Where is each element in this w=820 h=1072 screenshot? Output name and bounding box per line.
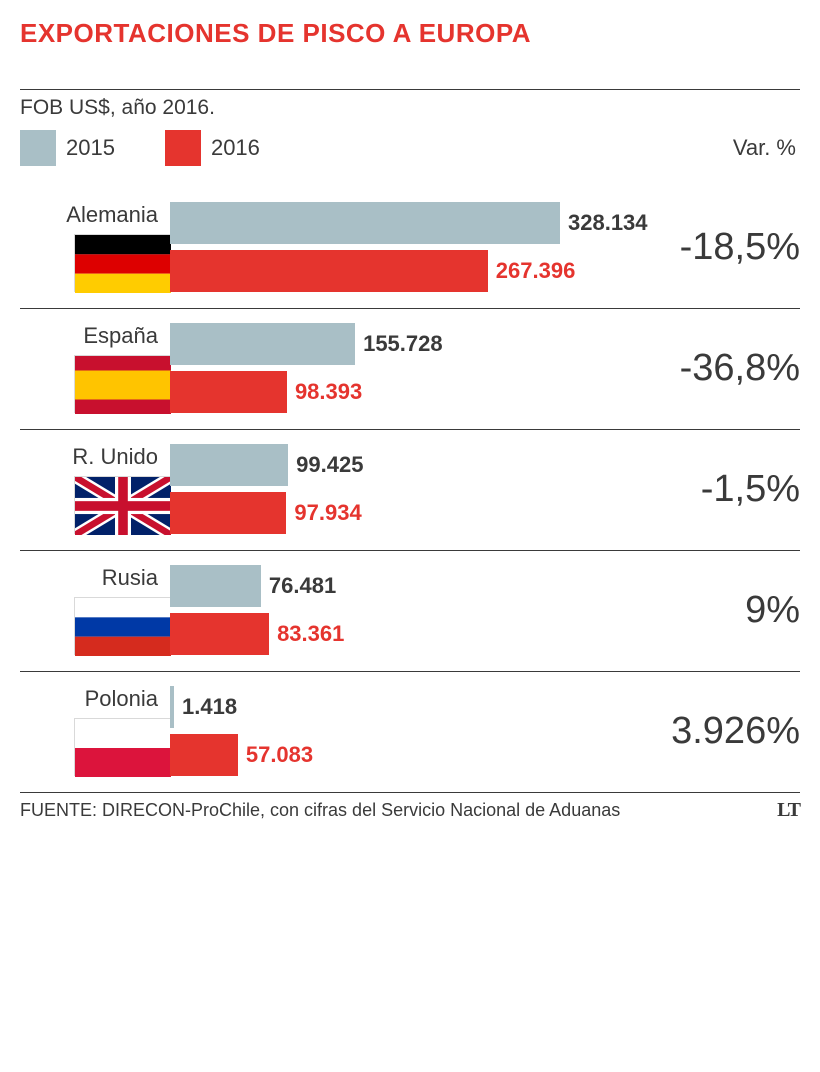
flag-icon xyxy=(74,597,170,655)
country-name: R. Unido xyxy=(20,444,170,470)
legend-label-2015: 2015 xyxy=(66,135,115,161)
divider xyxy=(20,89,800,90)
source-text: FUENTE: DIRECON-ProChile, con cifras del… xyxy=(20,800,620,821)
variation-value: 9% xyxy=(735,589,800,632)
value-2015: 76.481 xyxy=(269,573,336,599)
country-name: España xyxy=(20,323,170,349)
variation-value: 3.926% xyxy=(661,710,800,753)
publisher-logo: LT xyxy=(777,799,800,822)
bar-2016 xyxy=(170,734,238,776)
legend-label-2016: 2016 xyxy=(211,135,260,161)
country-name: Polonia xyxy=(20,686,170,712)
value-2016: 83.361 xyxy=(277,621,344,647)
value-2015: 1.418 xyxy=(182,694,237,720)
variation-value: -1,5% xyxy=(691,468,800,511)
subtitle: FOB US$, año 2016. xyxy=(20,96,800,120)
value-2016: 267.396 xyxy=(496,258,576,284)
flag-icon xyxy=(74,234,170,292)
value-2016: 97.934 xyxy=(294,500,361,526)
value-2016: 57.083 xyxy=(246,742,313,768)
bar-2016 xyxy=(170,371,287,413)
page-title: EXPORTACIONES DE PISCO A EUROPA xyxy=(20,18,800,49)
value-2016: 98.393 xyxy=(295,379,362,405)
bar-2016 xyxy=(170,492,286,534)
variation-header: Var. % xyxy=(733,135,800,161)
bar-2015 xyxy=(170,686,174,728)
bar-2016 xyxy=(170,250,488,292)
bar-2015 xyxy=(170,323,355,365)
value-2015: 155.728 xyxy=(363,331,443,357)
flag-icon xyxy=(74,476,170,534)
country-row: Rusia 76.481 83.361 9% xyxy=(20,551,800,672)
value-2015: 99.425 xyxy=(296,452,363,478)
chart-rows: Alemania 328.134 267.396 -18,5% España xyxy=(20,188,800,792)
variation-value: -18,5% xyxy=(670,226,800,269)
bar-2015 xyxy=(170,202,560,244)
legend-swatch-2016 xyxy=(165,130,201,166)
legend: 2015 2016 Var. % xyxy=(20,130,800,166)
footer: FUENTE: DIRECON-ProChile, con cifras del… xyxy=(20,792,800,822)
bar-2016 xyxy=(170,613,269,655)
country-row: España 155.728 98.393 -36,8% xyxy=(20,309,800,430)
bar-2015 xyxy=(170,565,261,607)
variation-value: -36,8% xyxy=(670,347,800,390)
legend-swatch-2015 xyxy=(20,130,56,166)
bar-2015 xyxy=(170,444,288,486)
country-row: R. Unido 99.425 9 xyxy=(20,430,800,551)
country-row: Alemania 328.134 267.396 -18,5% xyxy=(20,188,800,309)
country-name: Rusia xyxy=(20,565,170,591)
country-row: Polonia 1.418 57.083 3.926% xyxy=(20,672,800,792)
country-name: Alemania xyxy=(20,202,170,228)
flag-icon xyxy=(74,355,170,413)
flag-icon xyxy=(74,718,170,776)
value-2015: 328.134 xyxy=(568,210,648,236)
